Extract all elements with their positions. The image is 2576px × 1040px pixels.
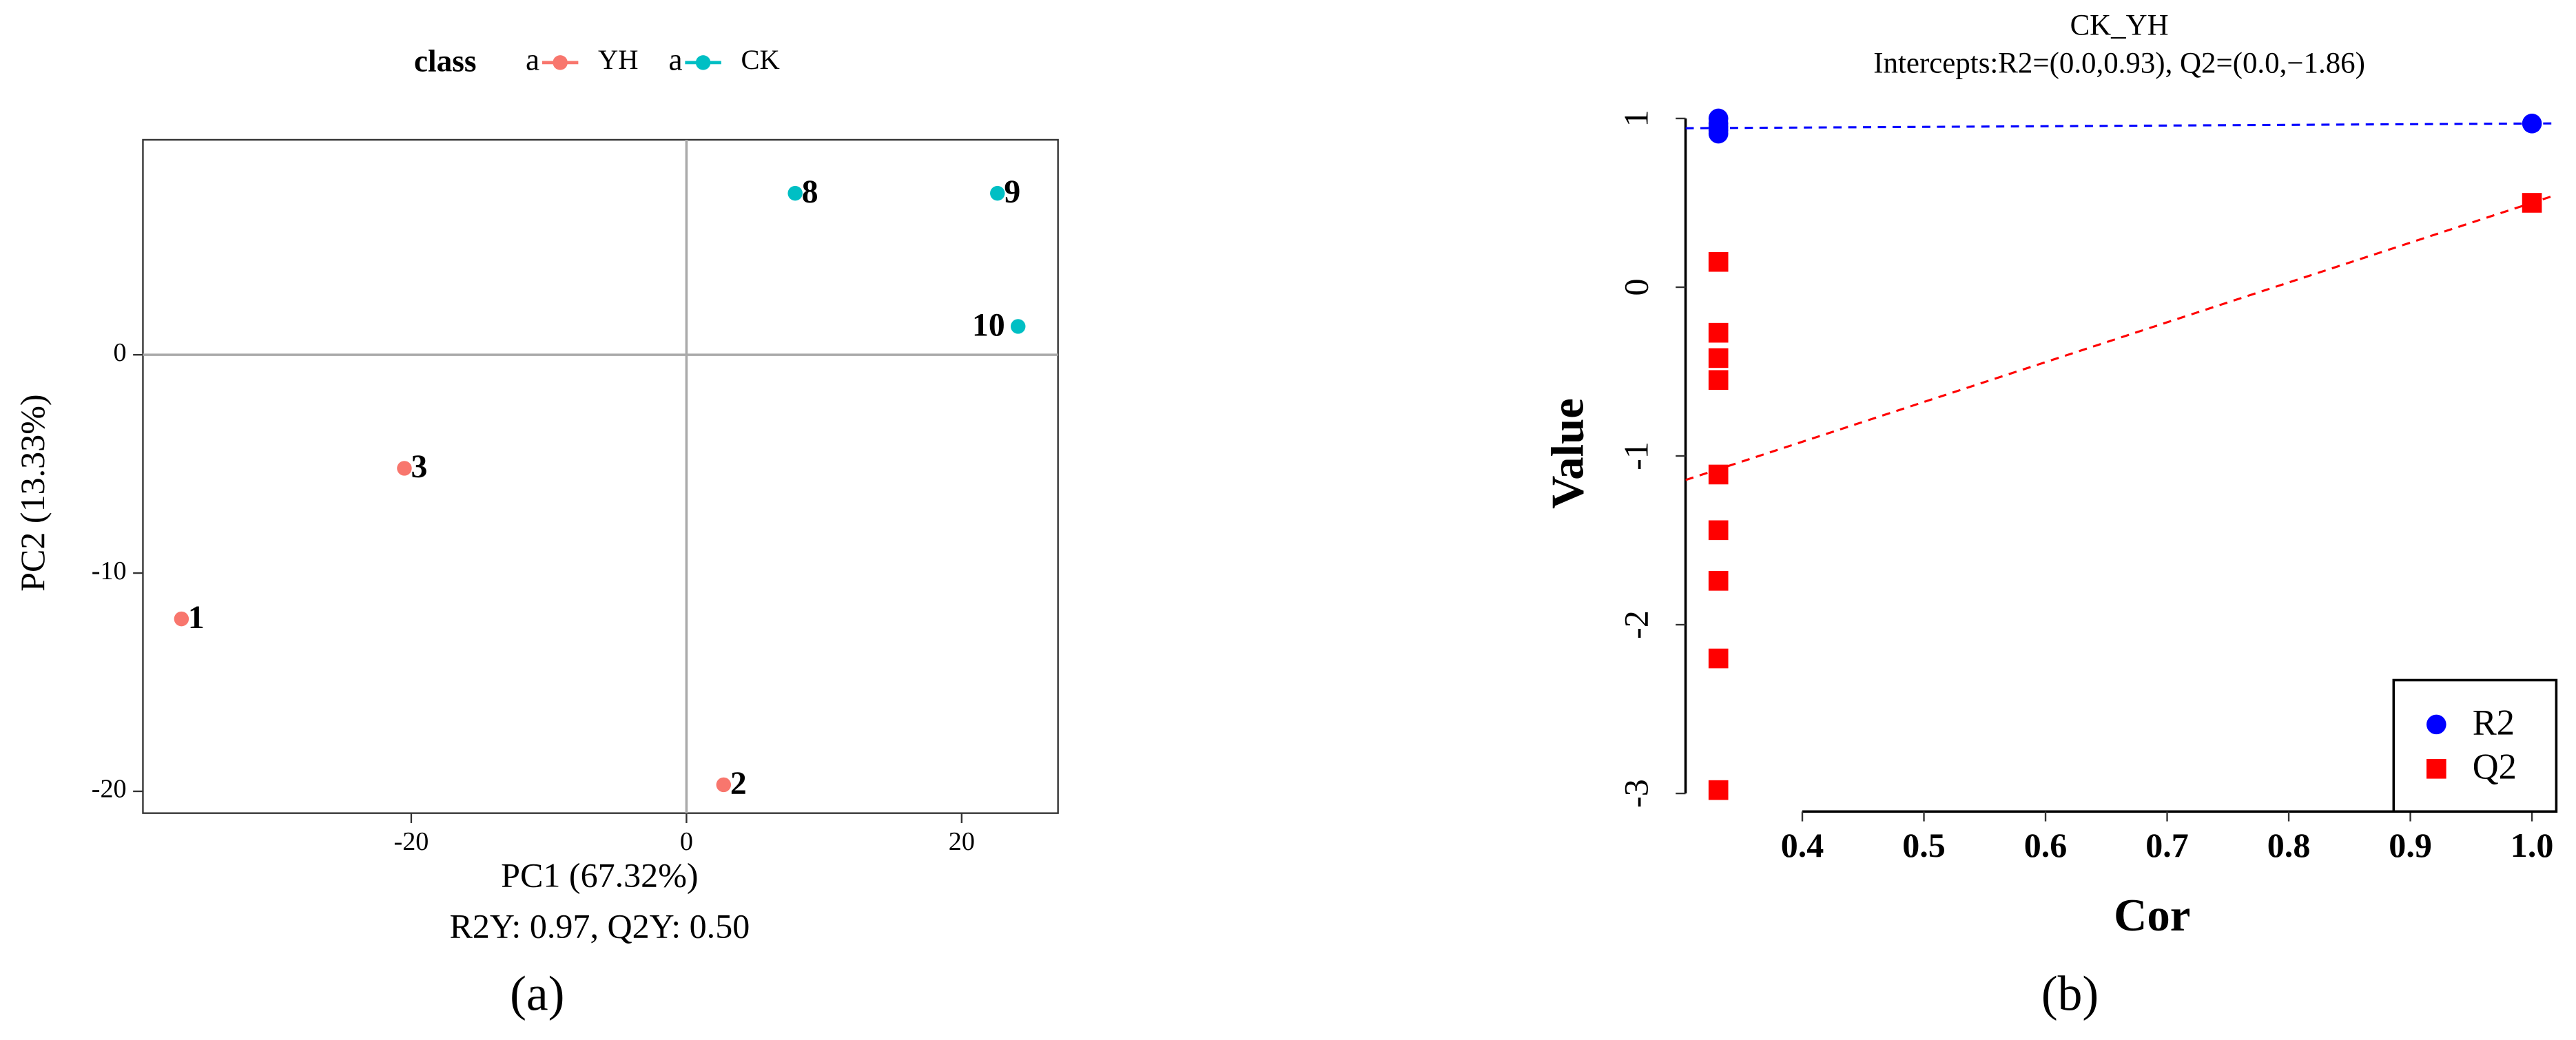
- point: [1708, 348, 1729, 368]
- point: [2522, 193, 2542, 213]
- point: [1708, 251, 1729, 272]
- point: [716, 777, 732, 793]
- x-tick-label: 0.9: [2389, 826, 2432, 864]
- point: [990, 185, 1005, 201]
- y-tick-label: 0: [114, 338, 127, 367]
- point: [2522, 114, 2542, 134]
- point-label: 3: [411, 449, 427, 485]
- fit-line: [1685, 194, 2557, 481]
- legend-label: YH: [598, 44, 639, 75]
- point: [787, 185, 803, 201]
- point: [1708, 780, 1729, 800]
- point: [1708, 464, 1729, 485]
- legend-key-dot: [695, 55, 711, 70]
- panel-label: (a): [510, 967, 564, 1021]
- point: [1708, 370, 1729, 391]
- legend-key-text: a: [669, 42, 683, 76]
- point: [174, 611, 189, 627]
- legend-label: CK: [741, 44, 779, 75]
- chart-title: CK_YH: [2070, 10, 2169, 42]
- x-tick-label: 0.8: [2267, 826, 2311, 864]
- fit-line: [1685, 122, 2557, 129]
- point-label: 2: [730, 766, 747, 802]
- point: [1708, 571, 1729, 591]
- y-axis-label: PC2 (13.33%): [13, 394, 52, 591]
- legend-key-text: a: [526, 42, 539, 76]
- subtitle: R2Y: 0.97, Q2Y: 0.50: [449, 906, 750, 945]
- y-tick-label: -3: [1616, 779, 1655, 808]
- point: [1011, 319, 1026, 334]
- y-axis-label: Value: [1543, 398, 1593, 509]
- legend-box: [2392, 678, 2558, 813]
- point: [1708, 322, 1729, 343]
- y-tick-label: -1: [1616, 441, 1655, 470]
- legend-label: Q2: [2473, 747, 2517, 787]
- plot-frame: [142, 138, 1059, 814]
- subtitle: Intercepts:R2=(0.0,0.93), Q2=(0.0,−1.86): [1873, 48, 2365, 80]
- x-tick-label: 1.0: [2511, 826, 2554, 864]
- x-axis-label: PC1 (67.32%): [501, 856, 698, 895]
- legend-label: R2: [2473, 703, 2515, 742]
- point-label: 8: [802, 174, 818, 210]
- y-tick-label: -20: [92, 775, 127, 804]
- point-label: 9: [1004, 174, 1020, 210]
- y-tick-label: -10: [92, 557, 127, 585]
- point: [1708, 520, 1729, 541]
- x-tick-label: 20: [949, 827, 975, 856]
- legend-title: class: [414, 44, 477, 79]
- y-tick-label: 1: [1616, 110, 1655, 127]
- point: [397, 461, 412, 476]
- x-tick-label: 0: [680, 827, 693, 856]
- y-tick-label: -2: [1616, 610, 1655, 639]
- x-tick-label: -20: [394, 827, 429, 856]
- point-label: 1: [188, 600, 205, 636]
- x-axis-label: Cor: [2114, 891, 2190, 941]
- point: [1708, 648, 1729, 669]
- y-tick-label: 0: [1616, 278, 1655, 295]
- x-tick-label: 0.7: [2145, 826, 2189, 864]
- point-label: 10: [972, 307, 1005, 343]
- legend-marker: [2426, 714, 2446, 735]
- point: [1708, 123, 1729, 144]
- x-tick-label: 0.4: [1781, 826, 1824, 864]
- x-tick-label: 0.5: [1902, 826, 1946, 864]
- panel-label: (b): [2041, 967, 2099, 1021]
- legend-key-dot: [553, 55, 568, 70]
- x-tick-label: 0.6: [2024, 826, 2068, 864]
- legend-marker: [2426, 758, 2446, 779]
